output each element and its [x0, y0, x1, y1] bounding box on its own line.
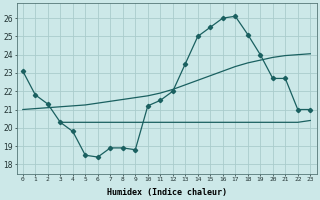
X-axis label: Humidex (Indice chaleur): Humidex (Indice chaleur) [107, 188, 227, 197]
